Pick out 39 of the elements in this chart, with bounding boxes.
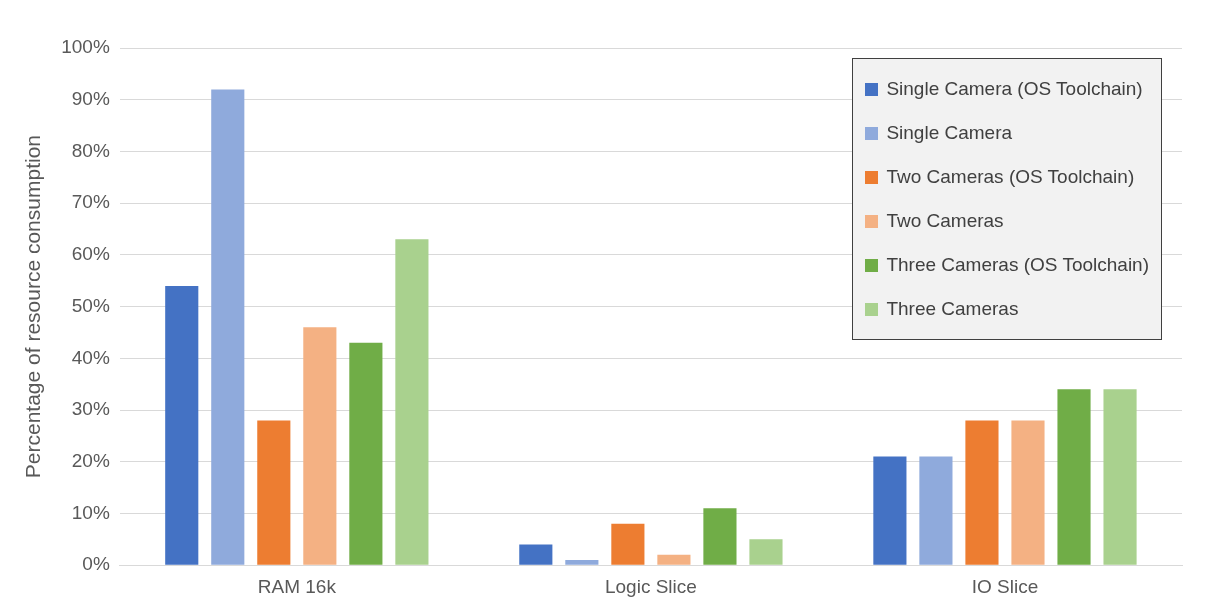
y-tick-label: 30% xyxy=(71,398,110,420)
bar xyxy=(349,342,383,565)
legend-label: Three Cameras (OS Toolchain) xyxy=(886,254,1149,276)
bar xyxy=(965,420,999,565)
y-tick-label: 70% xyxy=(71,191,110,213)
bar xyxy=(211,89,245,565)
bar xyxy=(749,539,783,565)
y-tick-label: 0% xyxy=(82,553,110,575)
bar xyxy=(1057,389,1091,565)
y-tick-label: 40% xyxy=(71,346,110,368)
y-tick-label: 60% xyxy=(71,243,110,265)
bar xyxy=(395,239,429,565)
bar xyxy=(873,456,907,565)
bar xyxy=(703,508,737,565)
legend-label: Single Camera xyxy=(886,122,1013,144)
y-tick-label: 90% xyxy=(71,87,110,109)
y-tick-label: 80% xyxy=(71,139,110,161)
bar xyxy=(565,560,599,565)
x-tick-label: RAM 16k xyxy=(257,575,337,597)
legend-label: Two Cameras (OS Toolchain) xyxy=(886,166,1135,188)
y-tick-label: 50% xyxy=(71,294,110,316)
y-tick-label: 20% xyxy=(71,449,110,471)
legend-label: Single Camera (OS Toolchain) xyxy=(886,78,1143,100)
bar xyxy=(1103,389,1137,565)
bar xyxy=(303,327,337,565)
bar xyxy=(519,544,553,565)
y-tick-label: 100% xyxy=(61,36,110,58)
bar xyxy=(1011,420,1045,565)
bar xyxy=(257,420,291,565)
x-tick-label: Logic Slice xyxy=(604,575,697,597)
y-tick-label: 10% xyxy=(71,501,110,523)
y-axis-title: Percentage of resource consumption xyxy=(21,135,45,479)
bar xyxy=(919,456,953,565)
bar xyxy=(611,523,645,565)
x-tick-label: IO Slice xyxy=(971,575,1039,597)
legend-label: Three Cameras xyxy=(886,298,1019,320)
bar xyxy=(657,554,691,565)
bar xyxy=(165,285,199,565)
legend-label: Two Cameras xyxy=(886,210,1004,232)
